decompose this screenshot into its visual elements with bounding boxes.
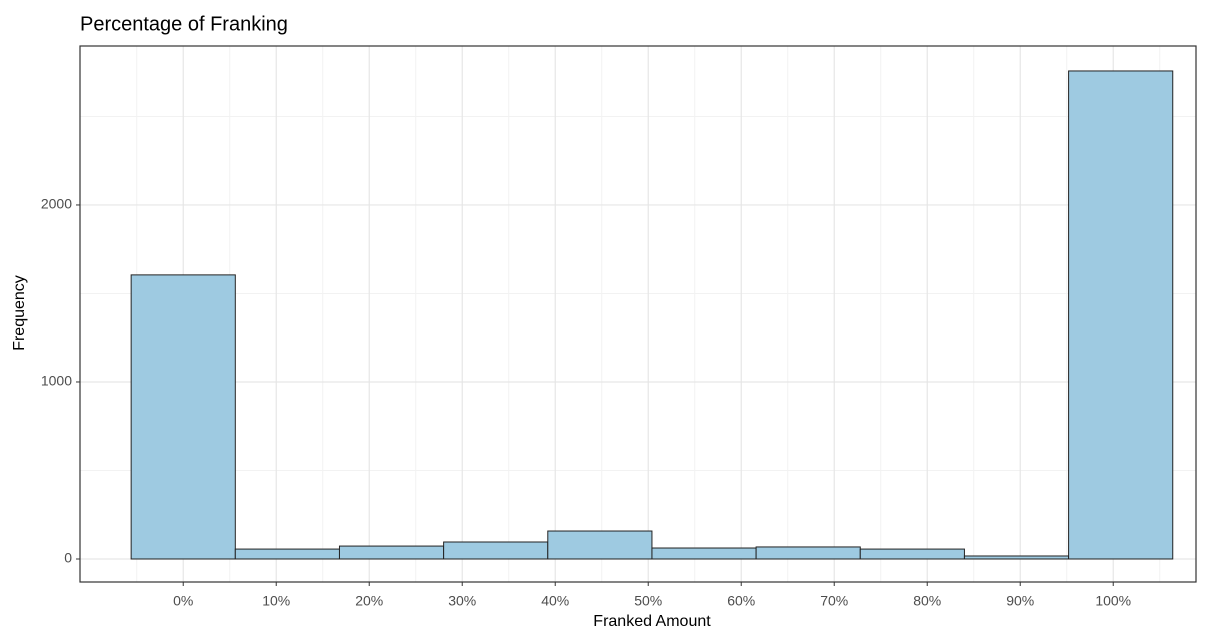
x-axis-title: Franked Amount	[593, 613, 711, 630]
bar	[547, 530, 653, 560]
x-tick-label: 60%	[727, 593, 755, 609]
x-tick-label: 50%	[634, 593, 662, 609]
x-tick-label: 20%	[355, 593, 383, 609]
y-axis-title: Frequency	[11, 275, 28, 351]
x-tick-label: 70%	[820, 593, 848, 609]
x-tick-label: 10%	[262, 593, 290, 609]
panel-border	[79, 45, 1197, 583]
y-tick-label: 0	[64, 550, 72, 566]
bar	[755, 546, 861, 560]
y-tick-label: 1000	[41, 373, 72, 389]
bar	[443, 541, 549, 560]
x-tick-label: 30%	[448, 593, 476, 609]
bar	[234, 548, 340, 560]
bar	[338, 545, 445, 560]
x-tick-label: 90%	[1006, 593, 1034, 609]
y-tick-label: 2000	[41, 196, 72, 212]
x-tick-label: 80%	[913, 593, 941, 609]
bar	[651, 547, 757, 560]
x-tick-label: 100%	[1095, 593, 1131, 609]
x-tick-label: 40%	[541, 593, 569, 609]
chart-title: Percentage of Franking	[80, 13, 288, 35]
bar	[1068, 70, 1174, 560]
bar	[963, 555, 1070, 560]
bar	[130, 274, 236, 560]
x-tick-label: 0%	[173, 593, 193, 609]
bar	[859, 548, 965, 560]
